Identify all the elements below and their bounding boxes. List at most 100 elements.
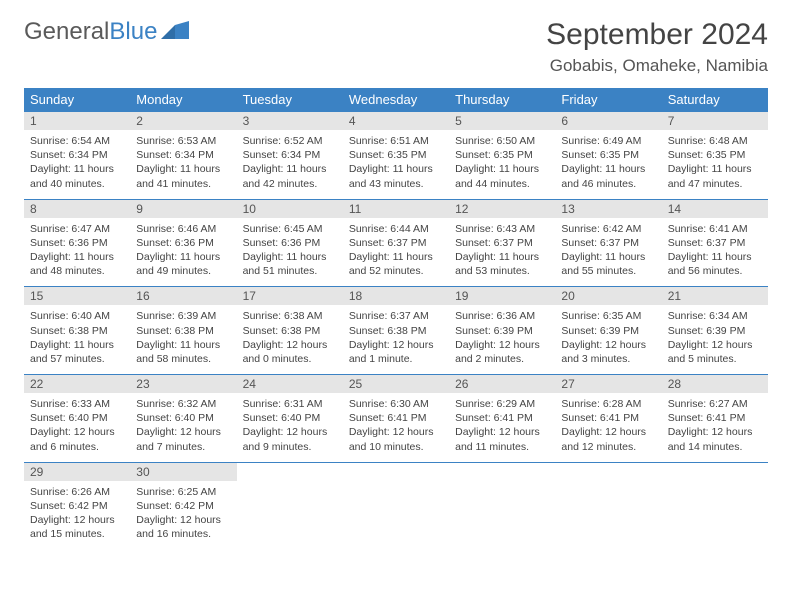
calendar-cell: 15Sunrise: 6:40 AMSunset: 6:38 PMDayligh… <box>24 287 130 375</box>
day-number: 5 <box>449 112 555 130</box>
sunrise-text: Sunrise: 6:40 AM <box>30 309 124 323</box>
location-text: Gobabis, Omaheke, Namibia <box>546 56 768 76</box>
sunset-text: Sunset: 6:35 PM <box>668 148 762 162</box>
calendar-cell: 8Sunrise: 6:47 AMSunset: 6:36 PMDaylight… <box>24 199 130 287</box>
day-number: 18 <box>343 287 449 305</box>
calendar-cell: 26Sunrise: 6:29 AMSunset: 6:41 PMDayligh… <box>449 375 555 463</box>
sunrise-text: Sunrise: 6:35 AM <box>561 309 655 323</box>
calendar-cell: 29Sunrise: 6:26 AMSunset: 6:42 PMDayligh… <box>24 462 130 549</box>
calendar-cell <box>449 462 555 549</box>
sunset-text: Sunset: 6:38 PM <box>136 324 230 338</box>
day-details: Sunrise: 6:37 AMSunset: 6:38 PMDaylight:… <box>343 305 449 374</box>
day-number: 9 <box>130 200 236 218</box>
calendar-cell: 1 Sunrise: 6:54 AMSunset: 6:34 PMDaylight… <box>24 112 130 200</box>
sunrise-text: Sunrise: 6:28 AM <box>561 397 655 411</box>
calendar-cell: 20Sunrise: 6:35 AMSunset: 6:39 PMDayligh… <box>555 287 661 375</box>
daylight-text: Daylight: 11 hours and 42 minutes. <box>243 162 337 190</box>
sunrise-text: Sunrise: 6:46 AM <box>136 222 230 236</box>
sunset-text: Sunset: 6:36 PM <box>243 236 337 250</box>
day-number: 11 <box>343 200 449 218</box>
calendar-cell: 16Sunrise: 6:39 AMSunset: 6:38 PMDayligh… <box>130 287 236 375</box>
calendar-cell <box>237 462 343 549</box>
sunset-text: Sunset: 6:41 PM <box>349 411 443 425</box>
logo-mark-icon <box>161 18 189 46</box>
daylight-text: Daylight: 12 hours and 0 minutes. <box>243 338 337 366</box>
daylight-text: Daylight: 11 hours and 48 minutes. <box>30 250 124 278</box>
day-details: Sunrise: 6:46 AMSunset: 6:36 PMDaylight:… <box>130 218 236 287</box>
sunrise-text: Sunrise: 6:52 AM <box>243 134 337 148</box>
calendar-cell: 14Sunrise: 6:41 AMSunset: 6:37 PMDayligh… <box>662 199 768 287</box>
day-details: Sunrise: 6:38 AMSunset: 6:38 PMDaylight:… <box>237 305 343 374</box>
day-number: 17 <box>237 287 343 305</box>
day-number: 27 <box>555 375 661 393</box>
sunrise-text: Sunrise: 6:26 AM <box>30 485 124 499</box>
sunset-text: Sunset: 6:40 PM <box>243 411 337 425</box>
day-number: 29 <box>24 463 130 481</box>
sunrise-text: Sunrise: 6:34 AM <box>668 309 762 323</box>
sunrise-text: Sunrise: 6:37 AM <box>349 309 443 323</box>
calendar-cell: 22Sunrise: 6:33 AMSunset: 6:40 PMDayligh… <box>24 375 130 463</box>
sunrise-text: Sunrise: 6:54 AM <box>30 134 124 148</box>
sunset-text: Sunset: 6:37 PM <box>349 236 443 250</box>
daylight-text: Daylight: 11 hours and 40 minutes. <box>30 162 124 190</box>
day-number: 16 <box>130 287 236 305</box>
day-number: 21 <box>662 287 768 305</box>
daylight-text: Daylight: 11 hours and 49 minutes. <box>136 250 230 278</box>
daylight-text: Daylight: 12 hours and 15 minutes. <box>30 513 124 541</box>
day-details: Sunrise: 6:52 AMSunset: 6:34 PMDaylight:… <box>237 130 343 199</box>
day-number: 7 <box>662 112 768 130</box>
day-details: Sunrise: 6:28 AMSunset: 6:41 PMDaylight:… <box>555 393 661 462</box>
day-number: 30 <box>130 463 236 481</box>
day-details: Sunrise: 6:42 AMSunset: 6:37 PMDaylight:… <box>555 218 661 287</box>
sunset-text: Sunset: 6:37 PM <box>455 236 549 250</box>
sunset-text: Sunset: 6:34 PM <box>136 148 230 162</box>
calendar-cell: 5Sunrise: 6:50 AMSunset: 6:35 PMDaylight… <box>449 112 555 200</box>
calendar-cell: 18Sunrise: 6:37 AMSunset: 6:38 PMDayligh… <box>343 287 449 375</box>
calendar-body: 1Sunrise: 6:54 AMSunset: 6:34 PMDaylight… <box>24 112 768 550</box>
calendar-cell: 17Sunrise: 6:38 AMSunset: 6:38 PMDayligh… <box>237 287 343 375</box>
calendar-cell: 27Sunrise: 6:28 AMSunset: 6:41 PMDayligh… <box>555 375 661 463</box>
day-number: 1 <box>24 112 130 130</box>
day-number: 14 <box>662 200 768 218</box>
sunrise-text: Sunrise: 6:27 AM <box>668 397 762 411</box>
day-number: 26 <box>449 375 555 393</box>
daylight-text: Daylight: 11 hours and 56 minutes. <box>668 250 762 278</box>
day-number: 12 <box>449 200 555 218</box>
sunset-text: Sunset: 6:42 PM <box>136 499 230 513</box>
daylight-text: Daylight: 12 hours and 16 minutes. <box>136 513 230 541</box>
daylight-text: Daylight: 11 hours and 46 minutes. <box>561 162 655 190</box>
daylight-text: Daylight: 12 hours and 6 minutes. <box>30 425 124 453</box>
day-details: Sunrise: 6:41 AMSunset: 6:37 PMDaylight:… <box>662 218 768 287</box>
day-number: 15 <box>24 287 130 305</box>
day-header: Thursday <box>449 88 555 112</box>
daylight-text: Daylight: 12 hours and 11 minutes. <box>455 425 549 453</box>
calendar-cell: 21Sunrise: 6:34 AMSunset: 6:39 PMDayligh… <box>662 287 768 375</box>
calendar-cell: 10Sunrise: 6:45 AMSunset: 6:36 PMDayligh… <box>237 199 343 287</box>
day-details: Sunrise: 6:49 AMSunset: 6:35 PMDaylight:… <box>555 130 661 199</box>
calendar-row: 8Sunrise: 6:47 AMSunset: 6:36 PMDaylight… <box>24 199 768 287</box>
sunset-text: Sunset: 6:40 PM <box>30 411 124 425</box>
sunset-text: Sunset: 6:34 PM <box>30 148 124 162</box>
daylight-text: Daylight: 12 hours and 2 minutes. <box>455 338 549 366</box>
day-details: Sunrise: 6:31 AMSunset: 6:40 PMDaylight:… <box>237 393 343 462</box>
calendar-cell: 19Sunrise: 6:36 AMSunset: 6:39 PMDayligh… <box>449 287 555 375</box>
day-header: Wednesday <box>343 88 449 112</box>
sunrise-text: Sunrise: 6:49 AM <box>561 134 655 148</box>
day-number: 19 <box>449 287 555 305</box>
sunrise-text: Sunrise: 6:41 AM <box>668 222 762 236</box>
sunrise-text: Sunrise: 6:33 AM <box>30 397 124 411</box>
daylight-text: Daylight: 12 hours and 1 minute. <box>349 338 443 366</box>
day-header: Monday <box>130 88 236 112</box>
sunset-text: Sunset: 6:36 PM <box>136 236 230 250</box>
sunset-text: Sunset: 6:41 PM <box>455 411 549 425</box>
day-details: Sunrise: 6:27 AMSunset: 6:41 PMDaylight:… <box>662 393 768 462</box>
day-details: Sunrise: 6:33 AMSunset: 6:40 PMDaylight:… <box>24 393 130 462</box>
day-number: 8 <box>24 200 130 218</box>
day-header: Sunday <box>24 88 130 112</box>
logo-text-1: General <box>24 18 109 46</box>
daylight-text: Daylight: 11 hours and 52 minutes. <box>349 250 443 278</box>
daylight-text: Daylight: 11 hours and 41 minutes. <box>136 162 230 190</box>
day-details: Sunrise: 6:32 AMSunset: 6:40 PMDaylight:… <box>130 393 236 462</box>
day-header: Friday <box>555 88 661 112</box>
day-number: 6 <box>555 112 661 130</box>
